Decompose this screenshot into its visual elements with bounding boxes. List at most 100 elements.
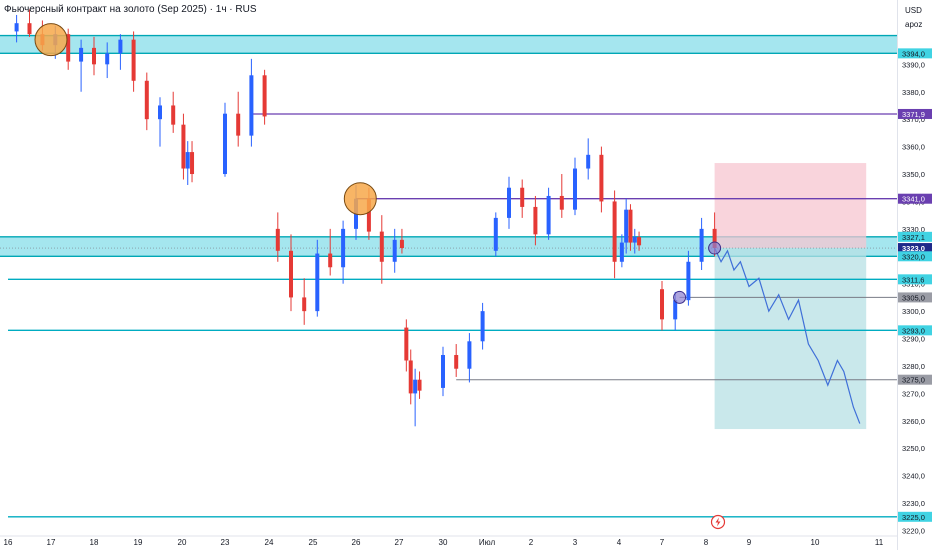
currency-label[interactable]: USD: [905, 6, 922, 15]
candle-body: [92, 47, 96, 65]
position-tool-layer: [714, 163, 867, 430]
candle-body: [249, 75, 254, 136]
price-label-text: 3341,0: [902, 195, 925, 204]
chart-title: Фьючерсный контракт на золото (Sep 2025)…: [4, 4, 260, 15]
candle-body: [66, 34, 71, 62]
zone-band: [0, 35, 897, 54]
candle-body: [480, 311, 485, 342]
x-tick-label: 30: [439, 538, 448, 547]
x-tick-label: 3: [573, 538, 578, 547]
price-label-box: [898, 325, 932, 336]
price-axis[interactable]: 3220,0 3230,0 3240,0 3250,0 3260,0 3270,0 3280…: [897, 0, 932, 550]
price-label-box: [898, 193, 932, 204]
price-label-box: [898, 274, 932, 285]
y-tick-label: 3350,0: [902, 170, 925, 179]
candle-body: [507, 187, 511, 218]
y-tick-label: 3290,0: [902, 335, 925, 344]
price-label-box: [898, 108, 932, 119]
candle-body: [493, 217, 498, 251]
scale-mode-label[interactable]: apoz: [905, 20, 923, 29]
candle-body: [341, 228, 346, 268]
marker-circle: [34, 23, 68, 57]
projection-layer: [714, 247, 861, 424]
candle-body: [546, 195, 551, 235]
price-label-text: 3327,1: [902, 233, 925, 242]
candle-body: [79, 47, 84, 62]
y-tick-label: 3280,0: [902, 362, 925, 371]
x-tick-label: 23: [221, 538, 230, 547]
candle-body: [302, 297, 307, 312]
candle-body: [144, 80, 149, 120]
y-tick-label: 3240,0: [902, 472, 925, 481]
candle-body: [417, 379, 422, 391]
price-label-box: [898, 511, 932, 522]
candle-body: [171, 105, 176, 125]
x-tick-label: 25: [309, 538, 318, 547]
y-tick-label: 3220,0: [902, 527, 925, 536]
x-tick-label: 7: [660, 538, 665, 547]
stop-loss-zone: [714, 163, 867, 249]
candle-body: [14, 23, 19, 32]
price-label-text: 3320,0: [902, 252, 925, 261]
candle-body: [27, 23, 32, 35]
markers-layer: [34, 23, 722, 304]
candles-layer: [14, 9, 717, 427]
x-tick-label: 19: [134, 538, 143, 547]
y-tick-label: 3390,0: [902, 60, 925, 69]
levels-layer: [0, 113, 897, 518]
price-label-text: 3371,9: [902, 110, 925, 119]
x-tick-label: 10: [811, 538, 820, 547]
price-label-text: 3323,0: [902, 244, 925, 253]
alert-icon[interactable]: [710, 514, 726, 530]
candle-body: [315, 253, 320, 312]
candle-body: [637, 237, 642, 246]
candle-body: [289, 250, 293, 298]
x-tick-label: 18: [90, 538, 99, 547]
y-tick-label: 3330,0: [902, 225, 925, 234]
projection-path: [714, 247, 861, 424]
x-tick-label: 9: [747, 538, 752, 547]
candle-body: [533, 206, 538, 235]
candle-body: [262, 75, 267, 117]
candle-body: [599, 154, 604, 202]
price-label-box: [898, 251, 932, 262]
zone-band: [0, 236, 897, 257]
candle-body: [619, 242, 624, 262]
marker-circle: [343, 182, 377, 216]
x-tick-label: 20: [178, 538, 187, 547]
candle-body: [624, 209, 629, 243]
y-tick-label: 3270,0: [902, 389, 925, 398]
candle-body: [686, 261, 691, 301]
price-label-box: [898, 374, 932, 385]
candle-body: [612, 201, 617, 262]
price-label-box: [898, 48, 932, 59]
candle-body: [467, 341, 472, 369]
candle-body: [454, 355, 459, 369]
candle-body: [660, 289, 664, 320]
price-axis-svg: 3220,0 3230,0 3240,0 3250,0 3260,0 3270,0 3280…: [898, 48, 932, 536]
candle-body: [441, 355, 445, 388]
candle-body: [392, 239, 397, 262]
candle-body: [632, 237, 637, 243]
candle-body: [673, 300, 678, 320]
x-tick-label: Июл: [479, 538, 496, 547]
candle-body: [131, 39, 136, 81]
zones-layer: [0, 34, 897, 257]
price-label-box: [898, 292, 932, 303]
price-label-text: 3311,6: [902, 275, 924, 284]
marker-circle: [708, 241, 722, 255]
price-label-text: 3275,0: [902, 376, 925, 385]
price-label-box: [898, 231, 932, 242]
x-tick-label: 17: [47, 538, 56, 547]
x-tick-label: 27: [395, 538, 404, 547]
y-tick-label: 3250,0: [902, 444, 925, 453]
candle-body: [275, 228, 280, 251]
candle-body: [699, 228, 704, 262]
candle-body: [413, 379, 418, 394]
y-tick-label: 3380,0: [902, 88, 925, 97]
x-tick-label: 4: [617, 538, 622, 547]
candle-body: [366, 198, 371, 232]
candle-body: [105, 53, 110, 65]
